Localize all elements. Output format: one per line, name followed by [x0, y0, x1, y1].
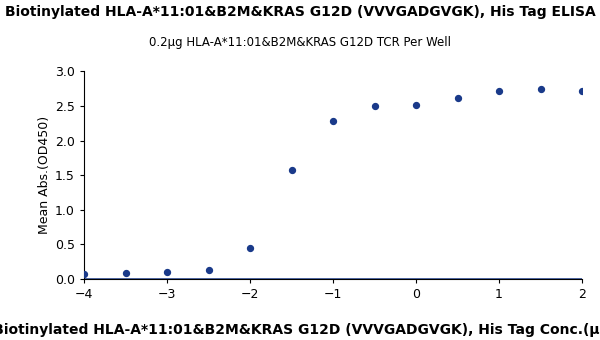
Point [411, 102, 421, 107]
Point [162, 269, 172, 275]
Text: Biotinylated HLA-A*11:01&B2M&KRAS G12D (VVVGADGVGK), His Tag ELISA: Biotinylated HLA-A*11:01&B2M&KRAS G12D (… [5, 5, 595, 19]
Point [245, 245, 255, 250]
Point [287, 168, 296, 173]
Y-axis label: Mean Abs.(OD450): Mean Abs.(OD450) [38, 116, 51, 234]
Text: Log Biotinylated HLA-A*11:01&B2M&KRAS G12D (VVVGADGVGK), His Tag Conc.(μg/ml): Log Biotinylated HLA-A*11:01&B2M&KRAS G1… [0, 323, 600, 337]
Point [121, 270, 130, 275]
Point [453, 95, 463, 100]
Point [328, 118, 338, 124]
Point [370, 103, 379, 109]
Point [536, 86, 545, 91]
Point [494, 88, 504, 94]
Point [577, 88, 587, 94]
Text: 0.2μg HLA-A*11:01&B2M&KRAS G12D TCR Per Well: 0.2μg HLA-A*11:01&B2M&KRAS G12D TCR Per … [149, 36, 451, 49]
Point [79, 271, 89, 277]
Point [204, 267, 214, 273]
